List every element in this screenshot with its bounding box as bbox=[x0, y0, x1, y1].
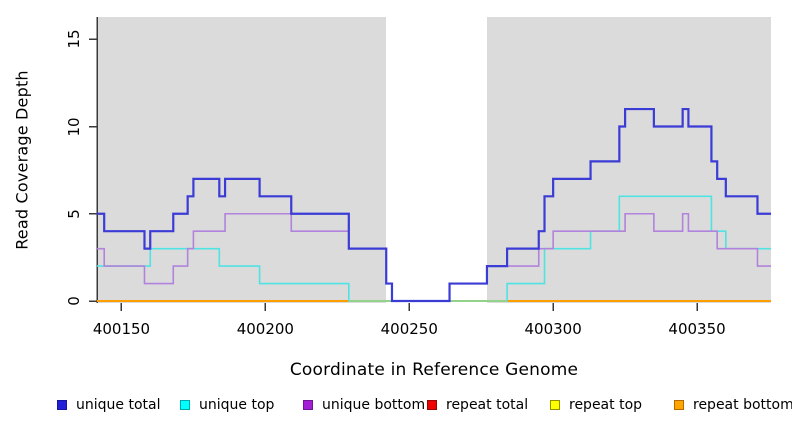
x-tick-label: 400350 bbox=[668, 320, 726, 338]
series-line-unique-bottom bbox=[97, 212, 771, 302]
x-tick-label: 400250 bbox=[380, 320, 438, 338]
uncovered-region-band bbox=[386, 17, 487, 303]
legend-label: unique top bbox=[199, 397, 275, 413]
legend-item-unique-bottom: unique bottom bbox=[303, 397, 425, 413]
legend-swatch-icon bbox=[303, 400, 313, 410]
x-tick-label: 400200 bbox=[236, 320, 294, 338]
legend-label: repeat top bbox=[569, 397, 643, 413]
y-tick-label: 0 bbox=[65, 296, 83, 306]
series-line-unique-top bbox=[97, 195, 771, 302]
legend-swatch-icon bbox=[550, 400, 560, 410]
legend-swatch-icon bbox=[427, 400, 437, 410]
legend-item-unique-top: unique top bbox=[180, 397, 274, 413]
y-tick-label: 5 bbox=[65, 208, 83, 219]
legend-swatch-icon bbox=[180, 400, 190, 410]
x-tick-label: 400300 bbox=[524, 320, 582, 338]
legend-swatch-icon bbox=[57, 400, 67, 410]
legend-item-repeat-bottom: repeat bottom bbox=[674, 397, 792, 413]
legend-label: unique total bbox=[76, 397, 161, 413]
legend-item-repeat-top: repeat top bbox=[550, 397, 642, 413]
legend-item-unique-total: unique total bbox=[57, 397, 160, 413]
x-axis-title: Coordinate in Reference Genome bbox=[289, 360, 579, 380]
x-tick-label: 400150 bbox=[92, 320, 151, 338]
legend-label: unique bottom bbox=[322, 397, 426, 413]
series-line-unique-total bbox=[97, 107, 771, 303]
y-tick-label: 10 bbox=[65, 116, 83, 137]
legend-label: repeat bottom bbox=[693, 397, 792, 413]
legend-swatch-icon bbox=[674, 400, 684, 410]
legend-item-repeat-total: repeat total bbox=[427, 397, 528, 413]
y-tick-label: 15 bbox=[65, 29, 83, 49]
legend-label: repeat total bbox=[446, 397, 529, 413]
y-axis-title: Read Coverage Depth bbox=[12, 70, 32, 250]
